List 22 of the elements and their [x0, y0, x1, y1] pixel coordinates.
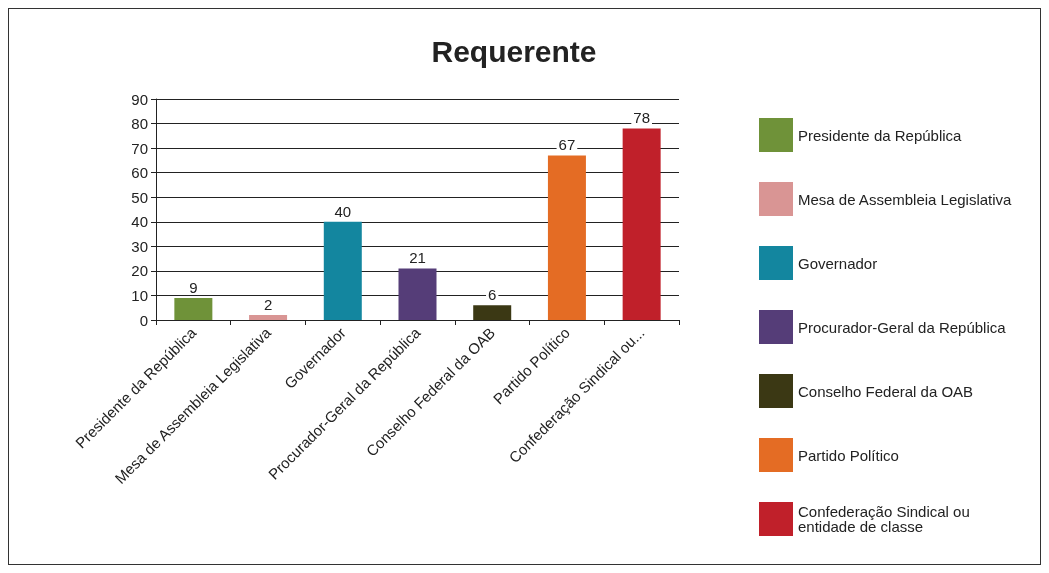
data-label: 9 [189, 278, 198, 296]
legend-label: Confederação Sindical ou entidade de classe [798, 503, 974, 535]
y-tick-label: 50 [131, 188, 148, 206]
y-tick-label: 80 [131, 115, 148, 133]
y-tick-label: 0 [139, 311, 148, 329]
y-tick-label: 90 [131, 90, 148, 108]
y-tick-label: 40 [131, 213, 148, 231]
legend-label: Presidente da República [798, 126, 963, 144]
data-label: 40 [334, 202, 352, 220]
y-tick-label: 20 [131, 262, 148, 280]
legend-label: Mesa de Assembleia Legislativa [798, 190, 1013, 208]
data-label: 21 [409, 249, 426, 267]
y-tick-label: 60 [131, 164, 148, 182]
legend-label: Governador [798, 254, 878, 272]
data-label: 67 [558, 136, 576, 154]
data-label: 2 [263, 296, 273, 314]
data-label: 6 [488, 286, 497, 304]
y-tick-label: 10 [131, 286, 148, 304]
data-label: 78 [633, 109, 650, 127]
y-tick-label: 30 [131, 237, 148, 255]
y-tick-label: 70 [131, 139, 148, 157]
chart-title: Requerente [431, 34, 597, 68]
